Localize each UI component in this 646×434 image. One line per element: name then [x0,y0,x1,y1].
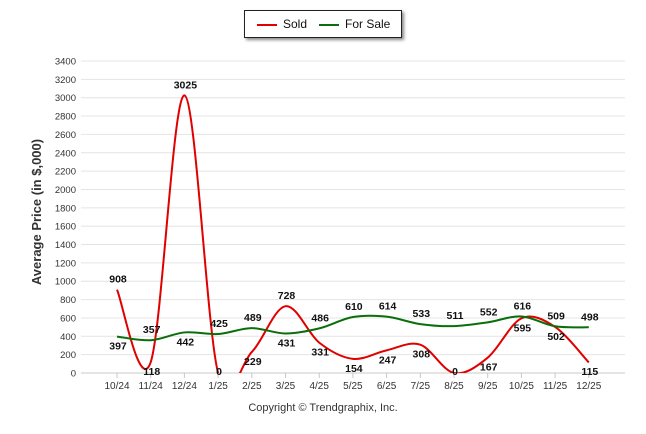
x-tick-label-8/25: 8/25 [444,381,464,392]
y-tick-label-1400: 1400 [55,240,76,251]
data-label-for-sale-12/25: 498 [581,311,599,323]
x-tick-label-5/25: 5/25 [343,381,363,392]
data-label-sold-1/25: 0 [216,366,222,378]
y-tick-label-200: 200 [60,350,76,361]
x-tick-label-7/25: 7/25 [411,381,431,392]
y-tick-label-2000: 2000 [55,185,76,196]
y-tick-label-2600: 2600 [55,130,76,141]
y-tick-label-1600: 1600 [55,222,76,233]
data-label-sold-2/25: 229 [244,356,262,368]
y-tick-label-2800: 2800 [55,112,76,123]
data-label-sold-6/25: 247 [379,354,397,366]
y-tick-label-1800: 1800 [55,203,76,214]
data-label-for-sale-11/25: 509 [547,310,565,322]
data-label-sold-8/25: 0 [452,366,458,378]
data-label-sold-5/25: 154 [345,363,363,375]
y-tick-label-3400: 3400 [55,57,76,68]
y-tick-label-3000: 3000 [55,93,76,104]
data-label-sold-12/24: 3025 [174,79,198,91]
x-tick-label-11/24: 11/24 [139,381,164,392]
data-label-for-sale-12/24: 442 [177,336,195,348]
data-label-sold-3/25: 728 [278,290,296,302]
data-label-sold-9/25: 167 [480,362,498,374]
y-tick-label-2200: 2200 [55,167,76,178]
data-label-sold-11/25: 502 [547,331,565,343]
x-tick-label-12/24: 12/24 [172,381,197,392]
data-label-sold-11/24: 118 [143,366,160,378]
data-label-sold-10/25: 595 [514,322,532,334]
data-label-for-sale-9/25: 552 [480,306,498,318]
data-label-sold-12/25: 115 [581,366,598,378]
data-label-for-sale-7/25: 533 [413,308,431,320]
data-label-for-sale-11/24: 357 [143,324,161,336]
y-tick-label-1000: 1000 [55,277,76,288]
x-tick-labels: 10/24 11/24 12/24 1/25 2/25 3/25 4/25 5/25 6/25 7… [104,381,601,392]
x-tick-label-12/25: 12/25 [576,381,601,392]
data-label-for-sale-4/25: 486 [311,312,329,324]
series-line-sold [116,94,590,373]
y-tick-label-1200: 1200 [55,258,76,269]
legend: Sold For Sale [244,10,402,38]
data-label-sold-10/24: 908 [109,274,127,286]
data-label-for-sale-1/25: 425 [210,318,228,330]
series-lines [116,94,590,374]
data-label-sold-7/25: 308 [413,349,431,361]
x-tick-label-3/25: 3/25 [276,381,296,392]
axes [81,372,625,378]
data-label-sold-4/25: 331 [311,347,329,359]
x-tick-label-9/25: 9/25 [478,381,498,392]
x-tick-label-10/25: 10/25 [509,381,534,392]
data-label-for-sale-10/24: 397 [109,341,127,353]
copyright-text: Copyright © Trendgraphix, Inc. [248,402,398,414]
y-tick-labels: 0 200 400 600 800 1000 1200 1400 1600 1800 2000 220… [55,57,76,380]
gridlines [81,60,625,374]
y-tick-label-600: 600 [60,313,76,324]
data-label-for-sale-3/25: 431 [278,337,296,349]
y-tick-label-400: 400 [60,332,76,343]
x-tick-label-11/25: 11/25 [543,381,568,392]
data-labels: 908 397 118 357 3025 442 0 425 229 489 728 431 331 48… [109,79,598,378]
legend-label-for-sale: For Sale [345,17,391,31]
y-axis-label: Average Price (in $,000) [29,139,44,285]
data-label-for-sale-6/25: 614 [379,301,397,313]
x-tick-label-10/24: 10/24 [104,381,129,392]
y-tick-label-0: 0 [71,369,76,380]
x-tick-label-6/25: 6/25 [377,381,397,392]
y-tick-label-2400: 2400 [55,148,76,159]
y-tick-label-800: 800 [60,295,76,306]
x-tick-label-2/25: 2/25 [242,381,262,392]
legend-swatch-sold [257,24,277,26]
legend-label-sold: Sold [283,17,308,31]
data-label-for-sale-10/25: 616 [514,300,532,312]
y-tick-label-3200: 3200 [55,75,76,86]
x-tick-label-4/25: 4/25 [309,381,329,392]
x-tick-label-1/25: 1/25 [208,381,228,392]
data-label-for-sale-5/25: 610 [345,301,363,313]
data-label-for-sale-8/25: 511 [447,310,464,322]
data-label-for-sale-2/25: 489 [244,312,262,324]
legend-swatch-for-sale [319,24,339,26]
